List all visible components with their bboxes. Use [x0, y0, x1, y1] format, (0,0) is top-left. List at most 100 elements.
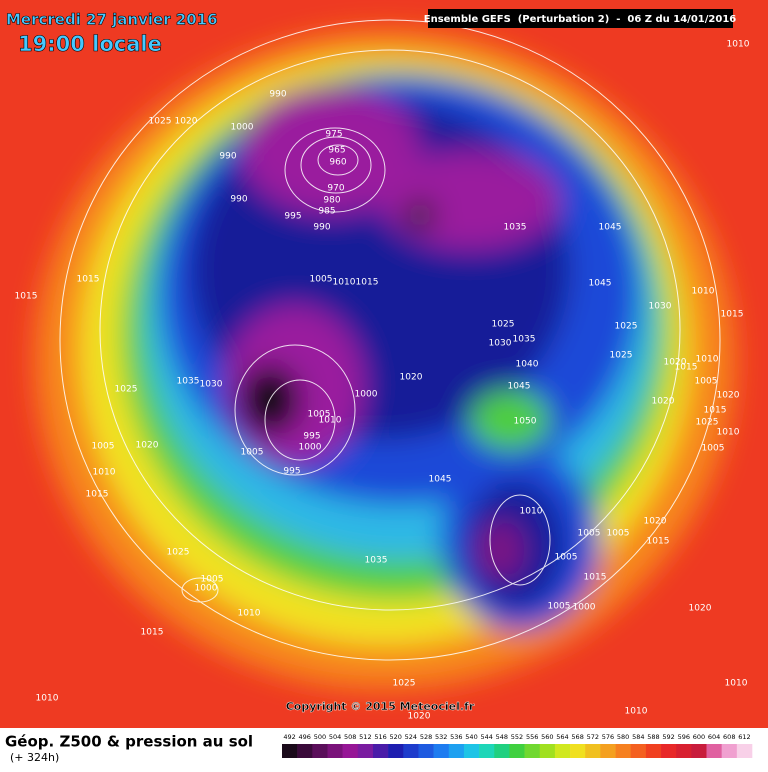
colorbar-label: 596: [678, 733, 690, 741]
colorbar-swatch: [282, 744, 298, 758]
isobar-label: 1035: [177, 377, 200, 387]
isobar-label: 1030: [649, 302, 672, 312]
colorbar-swatch: [388, 744, 404, 758]
colorbar-label: 500: [314, 733, 326, 741]
colorbar-swatch: [676, 744, 692, 758]
footer-title: Géop. Z500 & pression au sol: [5, 733, 253, 751]
colorbar-swatch: [312, 744, 328, 758]
colorbar-swatch: [661, 744, 677, 758]
colorbar-label: 568: [571, 733, 583, 741]
isobar-label: 1000: [573, 603, 596, 613]
isobar-label: 1000: [355, 390, 378, 400]
isobar-label: 1000: [231, 123, 254, 133]
isobar-label: 1005: [695, 377, 718, 387]
isobar-label: 1005: [578, 529, 601, 539]
isobar-label: 1020: [175, 117, 198, 127]
colorbar-label: 524: [405, 733, 417, 741]
isobar-label: 1000: [299, 443, 322, 453]
isobar-label: 1010: [725, 679, 748, 689]
colorbar-label: 548: [496, 733, 508, 741]
colorbar-swatch: [448, 744, 465, 758]
colorbar-swatch: [539, 744, 556, 758]
colorbar-label: 492: [283, 733, 295, 741]
isobar-label: 1005: [555, 553, 578, 563]
colorbar-label: 516: [374, 733, 386, 741]
colorbar-swatch: [570, 744, 586, 758]
colorbar-swatch: [721, 744, 738, 758]
isobar-label: 1010: [36, 694, 59, 704]
isobar-label: 1045: [599, 223, 622, 233]
isobar-label: 1015: [675, 363, 698, 373]
colorbar-label: 520: [389, 733, 401, 741]
isobar-label: 995: [283, 467, 300, 477]
isobar-label: 1030: [489, 339, 512, 349]
colorbar-swatch: [645, 744, 662, 758]
colorbar-swatch: [630, 744, 647, 758]
isobar-label: 1010: [333, 278, 356, 288]
isobar-label: 1020: [400, 373, 423, 383]
colorbar-label: 536: [450, 733, 462, 741]
isobar-label: 1010: [93, 468, 116, 478]
colorbar-swatch: [585, 744, 601, 758]
isobar-label: 1005: [308, 410, 331, 420]
isobar-label: 990: [313, 223, 330, 233]
colorbar-swatch: [736, 744, 753, 758]
isobar-label: 1010: [238, 609, 261, 619]
isobar-label: 1005: [241, 448, 264, 458]
isobar-label: 995: [303, 432, 320, 442]
isobar-label: 1015: [356, 278, 379, 288]
isobar-label: 1005: [92, 442, 115, 452]
isobar-label: 1020: [408, 712, 431, 722]
isobar-label: 995: [284, 212, 301, 222]
isobar-label: 1035: [504, 223, 527, 233]
colorbar-label: 556: [526, 733, 538, 741]
isobar-label: 1025: [696, 418, 719, 428]
isobar-label: 1020: [664, 358, 687, 368]
colorbar-swatch: [706, 744, 722, 758]
run-info: Ensemble GEFS (Perturbation 2) - 06 Z du…: [424, 14, 737, 25]
isobar-label: 1015: [647, 537, 670, 547]
isobar-label: 1035: [513, 335, 536, 345]
isobar-label: 1025: [492, 320, 515, 330]
isobar-label: 1050: [514, 417, 537, 427]
isobar-label: 990: [230, 195, 247, 205]
footer-subtitle: (+ 324h): [10, 751, 59, 764]
colorbar-swatch: [479, 744, 495, 758]
colorbar-swatch: [615, 744, 632, 758]
isobar-label: 1025: [115, 385, 138, 395]
isobar-label: 1005: [310, 275, 333, 285]
copyright: Copyright © 2015 Meteociel.fr: [286, 700, 475, 713]
colorbar-swatch: [524, 744, 541, 758]
colorbar-label: 496: [299, 733, 311, 741]
colorbar-label: 512: [359, 733, 371, 741]
isobar-label: 1045: [429, 475, 452, 485]
colorbar-swatch: [372, 744, 389, 758]
isobar-label: 1045: [508, 382, 531, 392]
isobar-label: 1015: [86, 490, 109, 500]
isobar-label: 1020: [136, 441, 159, 451]
isobar-label: 1020: [689, 604, 712, 614]
isobar-label: 1035: [365, 556, 388, 566]
isobar-label: 1010: [696, 355, 719, 365]
colorbar-swatch: [600, 744, 616, 758]
isobar-label: 1005: [201, 575, 224, 585]
colorbar-label: 600: [693, 733, 705, 741]
colorbar-label: 588: [647, 733, 659, 741]
isobar-label: 1015: [721, 310, 744, 320]
colorbar-swatch: [433, 744, 450, 758]
colorbar-label: 572: [587, 733, 599, 741]
colorbar: 492 496 500 504 508 512 516 520 524 528 532 536 540 5…: [282, 733, 753, 758]
isobar-label: 990: [219, 152, 236, 162]
run-box: [428, 9, 733, 28]
colorbar-label: 592: [662, 733, 674, 741]
isobar-label: 1025: [167, 548, 190, 558]
colorbar-swatch: [509, 744, 525, 758]
colorbar-swatch: [554, 744, 571, 758]
isobar-label: 1015: [704, 406, 727, 416]
time: 19:00 locale: [18, 32, 162, 56]
colorbar-swatch: [297, 744, 313, 758]
isobar-label: 965: [328, 146, 345, 156]
isobar-label: 960: [329, 158, 346, 168]
